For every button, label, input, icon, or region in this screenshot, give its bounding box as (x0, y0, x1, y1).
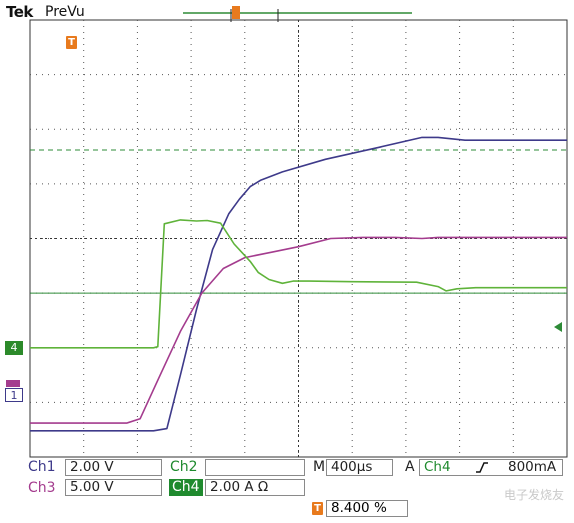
rising-edge-icon (476, 462, 488, 473)
series-ch1-trace (30, 136, 567, 432)
trigger-source: Ch4 (424, 459, 451, 475)
readout-row-1: Ch1 2.00 V Ch2 M 400µs A Ch4 800mA (0, 459, 574, 479)
trigger-level-arrow-icon[interactable] (552, 322, 562, 332)
trigger-level: 800mA (508, 459, 557, 475)
series-ch3-trace (30, 236, 567, 424)
horizontal-position-icon: T (312, 502, 323, 515)
ch2-scale-value[interactable] (205, 459, 305, 476)
ch4-ground-marker[interactable]: 4 (5, 341, 23, 355)
ch1-ground-marker[interactable]: 1 (5, 388, 23, 402)
ch3-scale-value[interactable]: 5.00 V (65, 479, 162, 496)
series-ch4-trace (30, 219, 567, 349)
ch3-ground-marker[interactable] (6, 380, 20, 388)
ch4-label[interactable]: Ch4 (169, 479, 203, 496)
horizontal-position-value[interactable]: 8.400 % (326, 500, 408, 517)
ch1-scale-value[interactable]: 2.00 V (65, 459, 162, 476)
ch3-label[interactable]: Ch3 (28, 480, 56, 496)
waveform-display (29, 19, 568, 458)
record-view-bar (183, 6, 412, 22)
timebase-label: M (313, 459, 326, 475)
ch4-scale-value[interactable]: 2.00 A Ω (205, 479, 305, 496)
graticule (29, 19, 568, 458)
timebase-value[interactable]: 400µs (326, 459, 393, 476)
brand-label: Tek (6, 3, 33, 21)
readout-row-2: Ch3 5.00 V Ch4 2.00 A Ω (0, 479, 574, 499)
trigger-position-icon[interactable]: T (66, 36, 77, 49)
trigger-source-box[interactable]: Ch4 800mA (419, 459, 563, 476)
watermark-text: 电子发烧友 (503, 488, 564, 502)
ch2-label[interactable]: Ch2 (170, 459, 198, 475)
acquisition-mode-label: PreVu (45, 4, 85, 20)
trigger-mode-label: A (405, 459, 415, 475)
ch1-label[interactable]: Ch1 (28, 459, 56, 475)
